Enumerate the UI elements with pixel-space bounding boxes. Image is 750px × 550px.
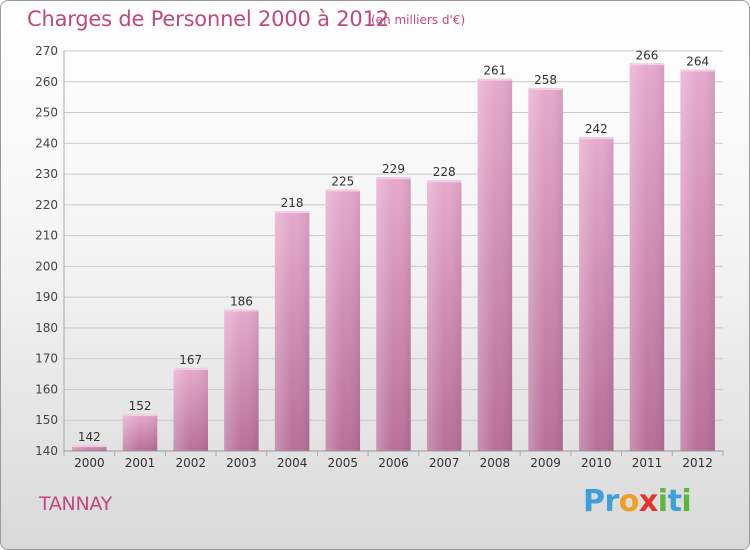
bar-value-label: 229	[382, 162, 405, 176]
x-tick-label: 2006	[378, 456, 409, 470]
bar-top	[528, 87, 563, 90]
y-tick-label: 210	[35, 229, 58, 243]
bar-sheen	[528, 87, 563, 451]
bar-sheen	[426, 180, 462, 451]
logo-letter: x	[638, 484, 658, 519]
bar-value-label: 225	[331, 174, 354, 188]
y-tick-label: 170	[35, 352, 58, 366]
x-tick-label: 2011	[632, 456, 663, 470]
x-tick-label: 2010	[581, 456, 612, 470]
x-axis: 2000 2001 2002 2003 2004 2005 2006 2007 2008 2009…	[63, 450, 724, 470]
bar-sheen	[376, 177, 411, 451]
y-tick-label: 230	[35, 167, 58, 181]
logo-letter: o	[618, 484, 640, 519]
x-tick-label: 2009	[530, 456, 561, 470]
bar-sheen	[477, 78, 513, 451]
x-tick-label: 2012	[682, 456, 713, 470]
bar-value-label: 261	[483, 64, 506, 78]
y-tick-label: 220	[35, 198, 58, 212]
bar-top	[376, 177, 411, 180]
y-tick-label: 180	[35, 321, 58, 335]
bar-top	[173, 367, 208, 370]
bars: 142 152 167 186 218 225 229 228 261 258 242 266 264	[72, 48, 715, 452]
bar-value-label: 264	[686, 54, 709, 68]
bar-top	[477, 78, 513, 81]
bar-top	[72, 444, 107, 447]
bar-top	[426, 180, 462, 183]
logo-letter: t	[667, 484, 682, 519]
logo-letter: r	[604, 484, 620, 519]
x-tick-label: 2000	[74, 456, 105, 470]
chart-subtitle: (en milliers d'€)	[371, 13, 466, 27]
bar-value-label: 142	[78, 430, 101, 444]
bar-top	[579, 137, 614, 140]
y-tick-label: 200	[35, 259, 58, 273]
bar-sheen	[680, 69, 715, 451]
bar-value-label: 218	[281, 196, 304, 210]
y-tick-label: 190	[35, 290, 58, 304]
y-tick-label: 260	[35, 75, 58, 89]
bar-value-label: 186	[230, 294, 253, 308]
bar-value-label: 242	[585, 122, 608, 136]
x-tick-label: 2004	[277, 456, 308, 470]
logo-letter: i	[681, 484, 692, 519]
x-tick-label: 2001	[125, 456, 156, 470]
bar-top	[122, 414, 158, 417]
bar-value-label: 266	[636, 48, 659, 62]
bar-sheen	[579, 137, 614, 451]
bar-sheen	[72, 444, 107, 451]
y-axis: 140 150 160 170 180 190 200 210 220 230 240 250 260 2…	[35, 44, 65, 458]
logo-letter: i	[657, 484, 668, 519]
bar-sheen	[629, 63, 665, 452]
x-tick-label: 2002	[175, 456, 206, 470]
bar-value-label: 258	[534, 73, 557, 87]
bar-top	[325, 189, 361, 192]
logo-letter: P	[583, 484, 605, 519]
bar-top	[680, 69, 715, 72]
y-tick-label: 240	[35, 136, 58, 150]
x-tick-label: 2008	[480, 456, 511, 470]
bar-value-label: 167	[179, 353, 202, 367]
y-tick-label: 270	[35, 44, 58, 58]
bar-top	[224, 309, 259, 312]
proxiti-logo[interactable]: Proxiti	[583, 484, 692, 519]
bar-sheen	[224, 309, 259, 451]
chart-title: Charges de Personnel 2000 à 2012	[27, 7, 389, 31]
commune-name: TANNAY	[39, 493, 112, 515]
bar-value-label: 152	[129, 399, 152, 413]
bar-sheen	[274, 211, 310, 451]
bar-top	[629, 63, 665, 66]
x-tick-label: 2003	[226, 456, 257, 470]
x-tick-label: 2005	[328, 456, 359, 470]
bar-top	[274, 211, 310, 213]
x-tick-label: 2007	[429, 456, 460, 470]
bar-sheen	[325, 189, 361, 451]
y-tick-label: 150	[35, 413, 58, 427]
y-tick-label: 160	[35, 382, 58, 396]
bar-value-label: 228	[433, 165, 456, 179]
bar-sheen	[173, 367, 208, 451]
bar-sheen	[122, 414, 158, 451]
y-tick-label: 250	[35, 106, 58, 120]
y-tick-label: 140	[35, 444, 58, 458]
